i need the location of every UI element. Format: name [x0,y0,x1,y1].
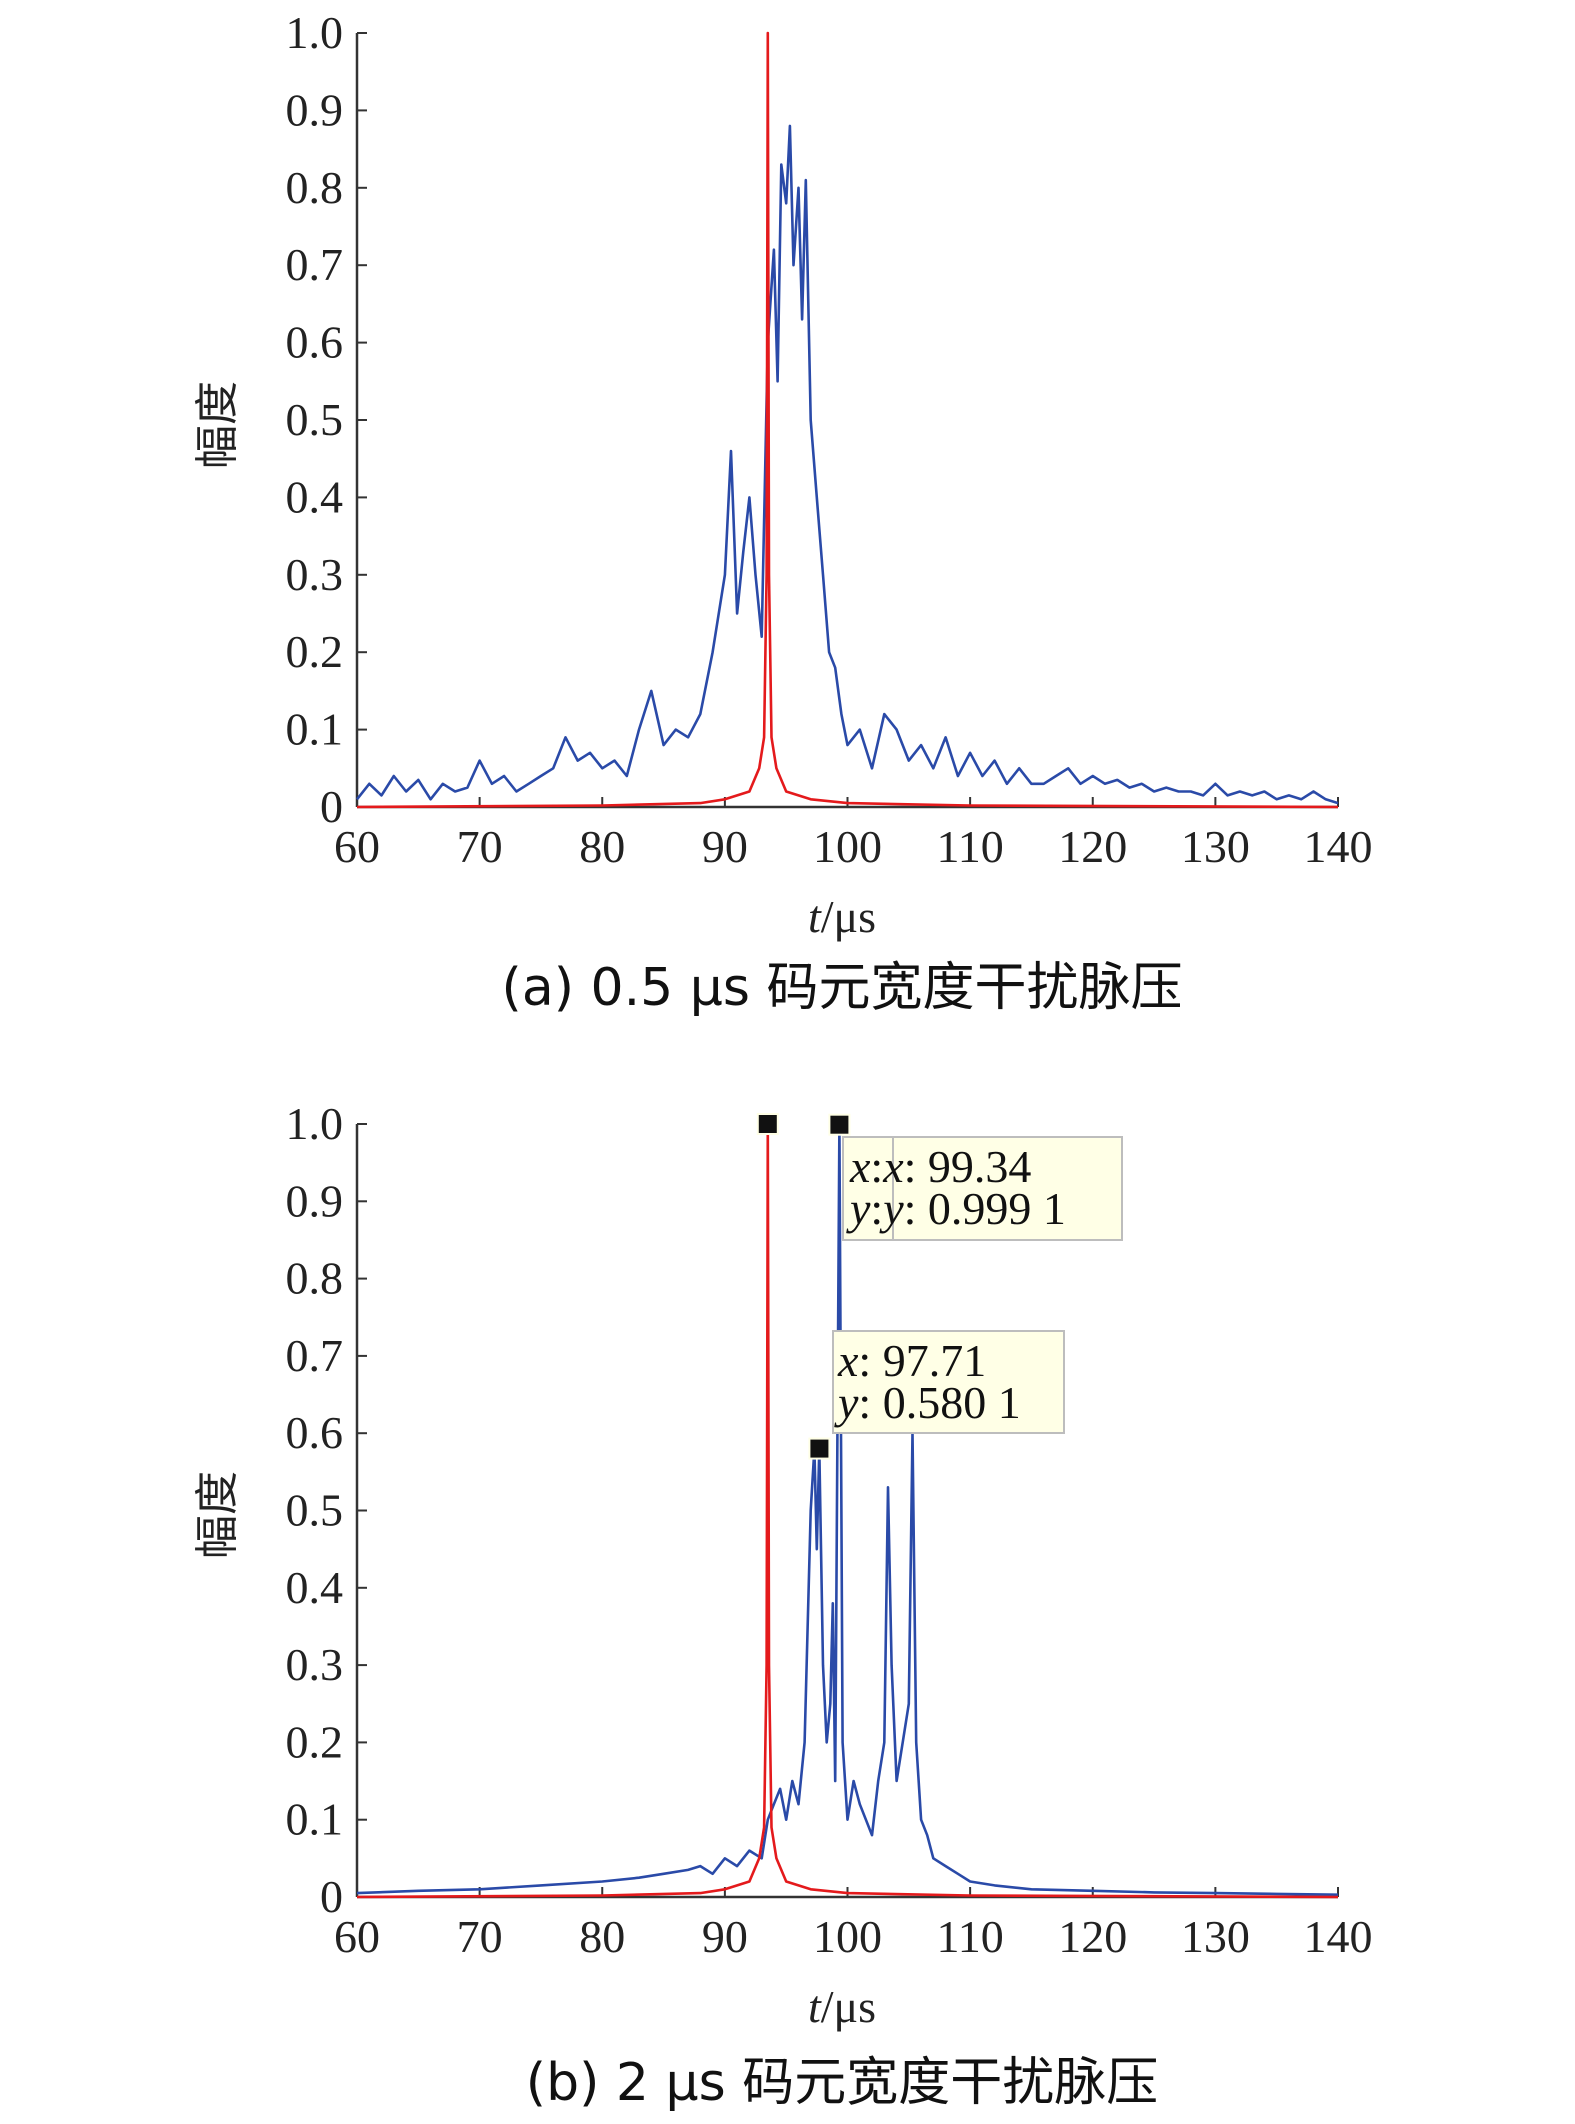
panel-b-y-tick-label: 0.4 [286,1562,344,1613]
panel-a-series [355,31,1339,809]
panel-a-series-ideal-line [356,31,1339,809]
panel-a-axes [355,32,1339,809]
panel-a-x-tick-label: 90 [702,821,748,872]
datatip-1-y-row: y:y: 0.999 1 [846,1183,1066,1234]
panel-b-y-tick-label: 0.3 [286,1639,344,1690]
panel-a-x-tick-label: 80 [579,821,625,872]
datatip-marker[interactable] [828,1113,851,1136]
panel-a-x-tick-label: 120 [1058,821,1127,872]
panel-b-y-tick-label: 0.5 [286,1485,344,1536]
datatip-2-y-row: y: 0.580 1 [834,1377,1021,1428]
panel-b-x-tick-label: 120 [1058,1911,1127,1962]
panel-b-y-tick-label: 1.0 [286,1098,344,1149]
datatip-1-x-row: x:x: 99.34 [849,1141,1031,1192]
panel-a-y-tick-label: 0.4 [286,471,344,522]
panel-a-y-tick-label: 0 [320,781,343,832]
panel-a-y-tick-label: 1.0 [286,7,344,58]
panel-b: 0 0.1 0.2 0.3 0.4 0.5 0.6 0.7 0.8 0.9 1.0 60 70 80 90 1… [192,1098,1373,2113]
panel-b-x-tick-label: 70 [457,1911,503,1962]
panel-b-y-tick-label: 0.6 [286,1407,344,1458]
panel-a-y-tick-label: 0.8 [286,162,344,213]
panel-b-y-tick-label: 0.7 [286,1330,344,1381]
panel-b-y-axis-label: 幅度 [192,1471,243,1559]
panel-a: 0 0.1 0.2 0.3 0.4 0.5 0.6 0.7 0.8 0.9 1.0 60 70 80 90 1… [192,7,1373,1018]
datatip-2-box [832,1330,1065,1434]
panel-a-x-tick-label: 140 [1304,821,1373,872]
panel-b-y-tick-label: 0.1 [286,1794,344,1845]
panel-b-caption: (b) 2 μs 码元宽度干扰脉压 [526,2053,1158,2113]
panel-a-y-tick-label: 0.7 [286,239,344,290]
datatip-1-box [842,1136,1123,1241]
panel-b-x-tick-label: 100 [813,1911,882,1962]
panel-a-y-tick-label: 0.2 [286,626,344,677]
panel-a-x-axis-label: t/μs [808,891,876,942]
panel-a-tick-labels: 0 0.1 0.2 0.3 0.4 0.5 0.6 0.7 0.8 0.9 1.0 60 70 80 90 1… [286,7,1373,872]
datatip-2[interactable]: x: 97.71 y: 0.580 1 [832,1330,1065,1434]
panel-b-y-tick-label: 0.2 [286,1716,344,1767]
datatip-marker[interactable] [808,1437,831,1460]
panel-b-datatip-markers [756,1113,851,1460]
panel-b-series-jammed-line [356,1123,1339,1896]
panel-a-y-tick-label: 0.3 [286,549,344,600]
panel-a-x-tick-label: 130 [1181,821,1250,872]
panel-b-x-tick-label: 130 [1181,1911,1250,1962]
panel-a-caption: (a) 0.5 μs 码元宽度干扰脉压 [502,958,1183,1018]
panel-b-tick-labels: 0 0.1 0.2 0.3 0.4 0.5 0.6 0.7 0.8 0.9 1.0 60 70 80 90 1… [286,1098,1373,1962]
panel-b-x-tick-label: 140 [1304,1911,1373,1962]
datatip-1[interactable]: x:x: 99.34 y:y: 0.999 1 [842,1136,1123,1241]
panel-b-y-tick-label: 0.8 [286,1253,344,1304]
datatip-marker[interactable] [756,1113,779,1135]
panel-a-y-tick-label: 0.6 [286,317,344,368]
panel-b-y-tick-label: 0 [320,1871,343,1922]
panel-a-y-tick-label: 0.9 [286,84,344,135]
panel-b-x-tick-label: 80 [579,1911,625,1962]
panel-a-series-jammed-line [355,124,1339,805]
panel-b-x-tick-label: 60 [334,1911,380,1962]
panel-a-y-axis-label: 幅度 [192,381,243,469]
panel-a-x-tick-label: 110 [936,821,1003,872]
datatip-2-x-row: x: 97.71 [837,1335,986,1386]
panel-a-y-tick-label: 0.5 [286,394,344,445]
panel-a-x-tick-label: 70 [457,821,503,872]
panel-b-x-tick-label: 90 [702,1911,748,1962]
panel-b-x-axis-label: t/μs [808,1981,876,2032]
panel-a-y-tick-label: 0.1 [286,704,344,755]
panel-b-y-tick-label: 0.9 [286,1175,344,1226]
panel-a-x-tick-label: 60 [334,821,380,872]
panel-a-x-tick-label: 100 [813,821,882,872]
panel-b-x-tick-label: 110 [936,1911,1003,1962]
